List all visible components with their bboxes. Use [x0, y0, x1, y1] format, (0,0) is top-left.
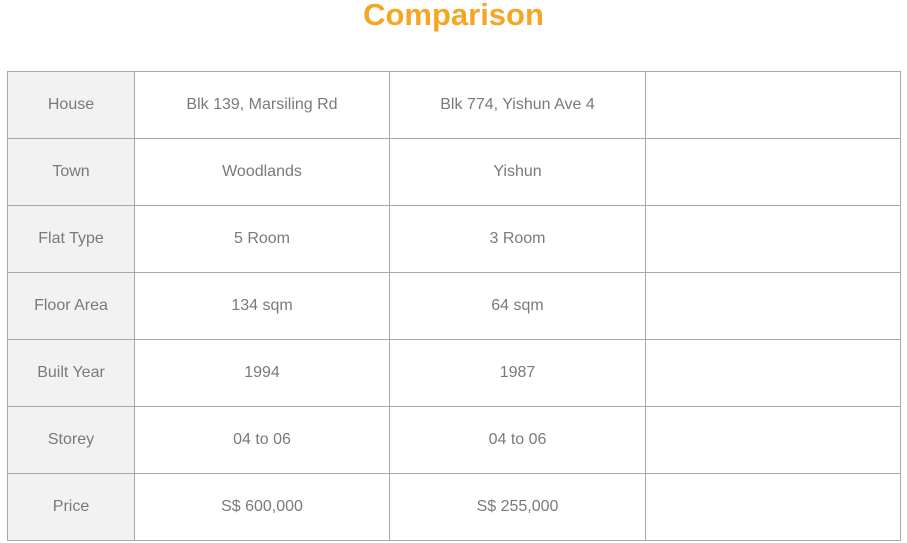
house-2-flat-type: 3 Room [389, 205, 646, 273]
table-row-floor-area: Floor Area 134 sqm 64 sqm [7, 272, 901, 340]
house-3-storey [645, 406, 901, 474]
house-3-town [645, 138, 901, 206]
house-3-floor-area [645, 272, 901, 340]
house-3-address [645, 71, 901, 139]
house-1-floor-area: 134 sqm [134, 272, 390, 340]
house-3-price [645, 473, 901, 541]
house-2-town: Yishun [389, 138, 646, 206]
row-label-town: Town [7, 138, 135, 206]
house-2-price: S$ 255,000 [389, 473, 646, 541]
house-1-price: S$ 600,000 [134, 473, 390, 541]
house-2-storey: 04 to 06 [389, 406, 646, 474]
row-label-house: House [7, 71, 135, 139]
house-2-address[interactable]: Blk 774, Yishun Ave 4 [389, 71, 646, 139]
table-row-built-year: Built Year 1994 1987 [7, 339, 901, 407]
row-label-floor-area: Floor Area [7, 272, 135, 340]
table-row-price: Price S$ 600,000 S$ 255,000 [7, 473, 901, 541]
row-label-price: Price [7, 473, 135, 541]
house-1-storey: 04 to 06 [134, 406, 390, 474]
comparison-table: House Blk 139, Marsiling Rd Blk 774, Yis… [7, 71, 901, 541]
row-label-built-year: Built Year [7, 339, 135, 407]
house-2-built-year: 1987 [389, 339, 646, 407]
house-3-built-year [645, 339, 901, 407]
house-1-town: Woodlands [134, 138, 390, 206]
table-row-town: Town Woodlands Yishun [7, 138, 901, 206]
table-row-house: House Blk 139, Marsiling Rd Blk 774, Yis… [7, 71, 901, 139]
house-3-flat-type [645, 205, 901, 273]
house-1-flat-type: 5 Room [134, 205, 390, 273]
house-1-built-year: 1994 [134, 339, 390, 407]
table-row-flat-type: Flat Type 5 Room 3 Room [7, 205, 901, 273]
page-title: Comparison [363, 0, 544, 32]
row-label-flat-type: Flat Type [7, 205, 135, 273]
row-label-storey: Storey [7, 406, 135, 474]
house-1-address[interactable]: Blk 139, Marsiling Rd [134, 71, 390, 139]
table-row-storey: Storey 04 to 06 04 to 06 [7, 406, 901, 474]
house-2-floor-area: 64 sqm [389, 272, 646, 340]
